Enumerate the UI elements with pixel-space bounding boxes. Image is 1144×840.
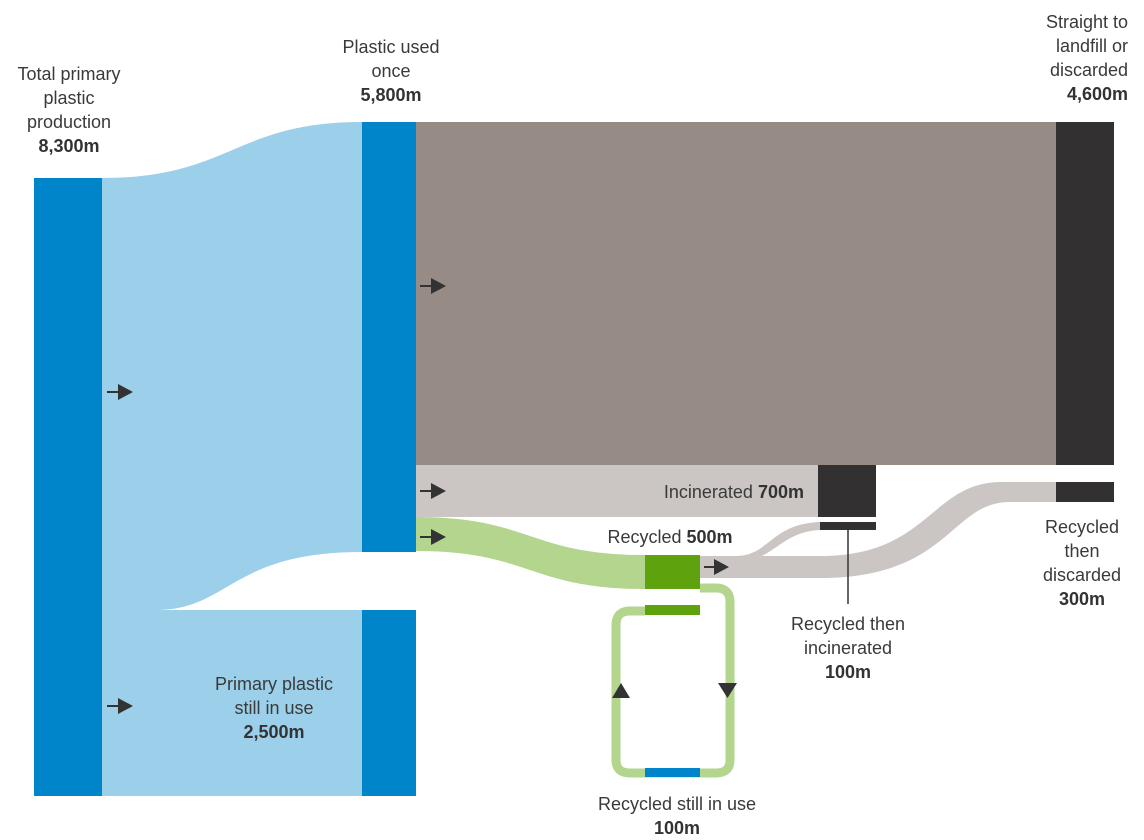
label-text: Primary plastic still in use — [214, 674, 334, 718]
flow-recycled-to-incinerated — [700, 522, 820, 562]
label-text: Straight to landfill or discarded — [1045, 12, 1128, 80]
flow-used-once-to-landfill — [416, 122, 1056, 465]
label-incinerated: Incinerated 700m — [560, 480, 804, 504]
label-used-once: Plastic used once 5,800m — [336, 35, 446, 107]
label-text: Recycled then discarded — [1042, 517, 1122, 585]
bar-recycled-still-in-use — [645, 768, 700, 777]
label-text: Recycled — [607, 527, 682, 547]
flow-total-to-used-once — [102, 122, 362, 610]
label-text: Incinerated — [663, 482, 753, 502]
label-value: 5,800m — [360, 85, 422, 105]
label-recycled: Recycled 500m — [580, 525, 760, 549]
recycled-loop — [611, 583, 735, 778]
bar-incinerated — [818, 465, 876, 517]
bar-recycled-loop-top — [645, 605, 700, 615]
arrow-right-icon — [420, 529, 446, 545]
label-value: 4,600m — [1066, 84, 1128, 104]
label-recycled-in-use: Recycled still in use 100m — [570, 792, 784, 840]
flow-recycled-to-discarded — [700, 482, 1056, 578]
bar-total-primary — [34, 178, 102, 796]
arrow-down-icon — [718, 683, 737, 698]
label-value: 2,500m — [243, 722, 305, 742]
bar-used-once — [362, 122, 416, 552]
flow-used-once-to-recycled — [416, 517, 645, 589]
bar-recycled-discarded — [1056, 482, 1114, 502]
arrow-right-icon — [107, 384, 133, 400]
label-value: 700m — [757, 482, 804, 502]
label-text: Total primary plastic production — [17, 64, 121, 132]
label-total-primary: Total primary plastic production 8,300m — [4, 62, 134, 158]
label-recycled-incinerated: Recycled then incinerated 100m — [770, 612, 926, 684]
label-text: Plastic used once — [342, 37, 440, 81]
label-value: 500m — [686, 527, 733, 547]
arrow-up-icon — [612, 683, 630, 698]
label-primary-in-use: Primary plastic still in use 2,500m — [200, 672, 348, 744]
label-value: 300m — [1058, 589, 1106, 609]
bar-landfill — [1056, 122, 1114, 465]
bar-recycled-incinerated — [820, 522, 876, 530]
bar-primary-still-in-use — [362, 610, 416, 796]
label-text: Recycled still in use — [597, 794, 757, 814]
arrow-right-icon — [107, 698, 133, 714]
bar-recycled — [645, 555, 700, 589]
flow-total-to-still-in-use — [102, 610, 362, 796]
label-landfill: Straight to landfill or discarded 4,600m — [1010, 10, 1128, 106]
label-value: 100m — [824, 662, 872, 682]
flow-used-once-to-incinerated — [416, 465, 818, 517]
label-value: 8,300m — [38, 136, 100, 156]
arrow-right-icon — [420, 278, 446, 294]
arrow-right-icon — [420, 483, 446, 499]
label-recycled-discarded: Recycled then discarded 300m — [1030, 515, 1134, 611]
label-value: 100m — [653, 818, 701, 838]
arrow-right-icon — [704, 559, 729, 575]
label-text: Recycled then incinerated — [790, 614, 906, 658]
